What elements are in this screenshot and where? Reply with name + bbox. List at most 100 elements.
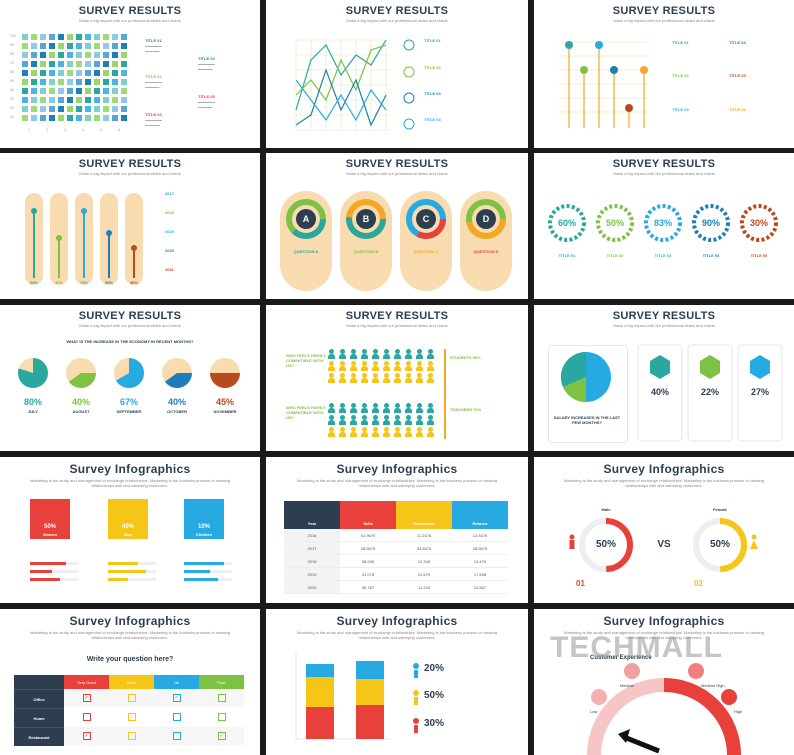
- checkbox[interactable]: [127, 694, 136, 702]
- slide-10[interactable]: Survey Infographics Marketing is the stu…: [0, 457, 260, 603]
- slide-6[interactable]: SURVEY RESULTS Make a big impact with ou…: [534, 153, 794, 299]
- checkbox-cell[interactable]: [199, 689, 244, 707]
- watermark: TECHMALL: [550, 631, 723, 664]
- slide-15[interactable]: Survey Infographics Marketing is the stu…: [534, 609, 794, 755]
- slide-title: SURVEY RESULTS: [612, 158, 716, 170]
- letter-label: D: [482, 214, 490, 224]
- percent-label: 40%: [71, 397, 90, 407]
- gender-donut-charts: [569, 518, 758, 572]
- checkbox[interactable]: ✓: [127, 713, 136, 721]
- title-label: TITLE 02: [145, 74, 162, 79]
- grid-cell: [40, 88, 46, 94]
- grid-cell: [67, 88, 73, 94]
- percent-label: 60%: [104, 280, 113, 285]
- title-label: TITLE 04: [198, 56, 215, 61]
- checkbox[interactable]: [172, 713, 181, 721]
- person-icon: [405, 349, 412, 359]
- grid-cell: [85, 34, 91, 40]
- grid-cell: [103, 52, 109, 58]
- slide-title: Survey Infographics: [336, 462, 458, 476]
- y-tick-label: 60: [10, 70, 14, 74]
- person-icon: [405, 373, 412, 383]
- grid-cell: [85, 70, 91, 76]
- checkbox-cell[interactable]: ✓: [154, 689, 199, 707]
- checkbox[interactable]: [82, 713, 91, 721]
- category-label: Man: [124, 532, 132, 537]
- checkbox-cell[interactable]: [154, 708, 199, 726]
- title-label: TITLE 03: [654, 253, 672, 258]
- grid-cell: [121, 52, 127, 58]
- slide-9[interactable]: SURVEY RESULTS Make a big impact with ou…: [534, 305, 794, 451]
- grid-cell: [58, 43, 64, 49]
- grid-cell: [85, 79, 91, 85]
- slide-3[interactable]: SURVEY RESULTS Make a big impact with ou…: [534, 0, 794, 148]
- grid-cell: [94, 43, 100, 49]
- percent-label: 75%: [79, 280, 88, 285]
- checkbox-cell[interactable]: ✓: [64, 689, 109, 707]
- slide-title: Survey Infographics: [336, 614, 458, 628]
- percent-label: 40%: [167, 397, 186, 407]
- grid-cell: [85, 97, 91, 103]
- person-icon: [394, 403, 401, 413]
- checkbox-cell[interactable]: [109, 727, 154, 745]
- checkbox-cell[interactable]: ✓: [109, 708, 154, 726]
- checkbox[interactable]: ✓: [217, 732, 226, 740]
- person-icon: [405, 361, 412, 371]
- person-icon: [427, 373, 434, 383]
- description-text: ━━━━━━━ ━━━━━━: [145, 80, 162, 90]
- grid-cell: [94, 79, 100, 85]
- person-icon: [416, 361, 423, 371]
- slide-5[interactable]: SURVEY RESULTS Make a big impact with ou…: [266, 153, 528, 299]
- letter-label: C: [422, 214, 430, 224]
- checkbox[interactable]: [217, 713, 226, 721]
- slide-subtitle: Make a big impact with our professional …: [79, 323, 181, 328]
- checkbox-cell[interactable]: [154, 727, 199, 745]
- description-text: ━━━━━━━ ━━━━━━: [198, 62, 215, 72]
- person-icon: [372, 349, 379, 359]
- grid-cell: [121, 70, 127, 76]
- grid-cell: [40, 61, 46, 67]
- checkbox[interactable]: ✓: [82, 732, 91, 740]
- table-cell: 38.767: [340, 581, 396, 593]
- slide-4[interactable]: SURVEY RESULTS Make a big impact with ou…: [0, 153, 260, 299]
- month-label: SEPTEMBER: [116, 409, 142, 414]
- slide-12[interactable]: Survey Infographics Marketing is the stu…: [534, 457, 794, 603]
- table-row: Office ✓ ✓: [14, 689, 244, 708]
- grid-cell: [49, 79, 55, 85]
- slide-13[interactable]: Survey Infographics Marketing is the stu…: [0, 609, 260, 755]
- percent-label: 22%: [700, 387, 719, 397]
- checkbox-cell[interactable]: [109, 689, 154, 707]
- checkbox[interactable]: [217, 694, 226, 702]
- slide-2[interactable]: SURVEY RESULTS Make a big impact with ou…: [266, 0, 528, 148]
- checkbox-cell[interactable]: ✓: [199, 727, 244, 745]
- grid-cell: [112, 70, 118, 76]
- slide-1[interactable]: SURVEY RESULTS Make a big impact with ou…: [0, 0, 260, 148]
- row-label: Home: [14, 708, 64, 727]
- checkbox-table: Very Good Good Ok Poor Office ✓ ✓ Home ✓ Restaura…: [14, 675, 244, 746]
- pie-chart-row: [17, 358, 240, 388]
- slide-subtitle: Marketing is the study and management of…: [297, 478, 497, 488]
- percent-label: 27%: [750, 387, 769, 397]
- letter-label: A: [302, 214, 310, 224]
- grid-cell: [40, 97, 46, 103]
- slide-8[interactable]: SURVEY RESULTS Make a big impact with ou…: [266, 305, 528, 451]
- percent-label: 60%: [557, 218, 576, 228]
- checkbox-cell[interactable]: ✓: [64, 727, 109, 745]
- slide-14[interactable]: Survey Infographics Marketing is the stu…: [266, 609, 528, 755]
- checkbox[interactable]: ✓: [82, 694, 91, 702]
- percent-label: 80%: [23, 397, 42, 407]
- checkbox[interactable]: [172, 732, 181, 740]
- level-label: Medium: [620, 683, 635, 688]
- slide-7[interactable]: SURVEY RESULTS Make a big impact with ou…: [0, 305, 260, 451]
- grid-cell: [58, 79, 64, 85]
- result-label: TEACHERS 70%: [450, 407, 482, 412]
- checkbox[interactable]: ✓: [172, 694, 181, 702]
- female-label: Female: [713, 507, 727, 512]
- checkbox[interactable]: [127, 732, 136, 740]
- x-tick-label: 1: [28, 128, 30, 132]
- checkbox-cell[interactable]: [64, 708, 109, 726]
- checkbox-cell[interactable]: [199, 708, 244, 726]
- grid-cell: [22, 97, 28, 103]
- person-icon: [427, 427, 434, 437]
- slide-11[interactable]: Survey Infographics Marketing is the stu…: [266, 457, 528, 603]
